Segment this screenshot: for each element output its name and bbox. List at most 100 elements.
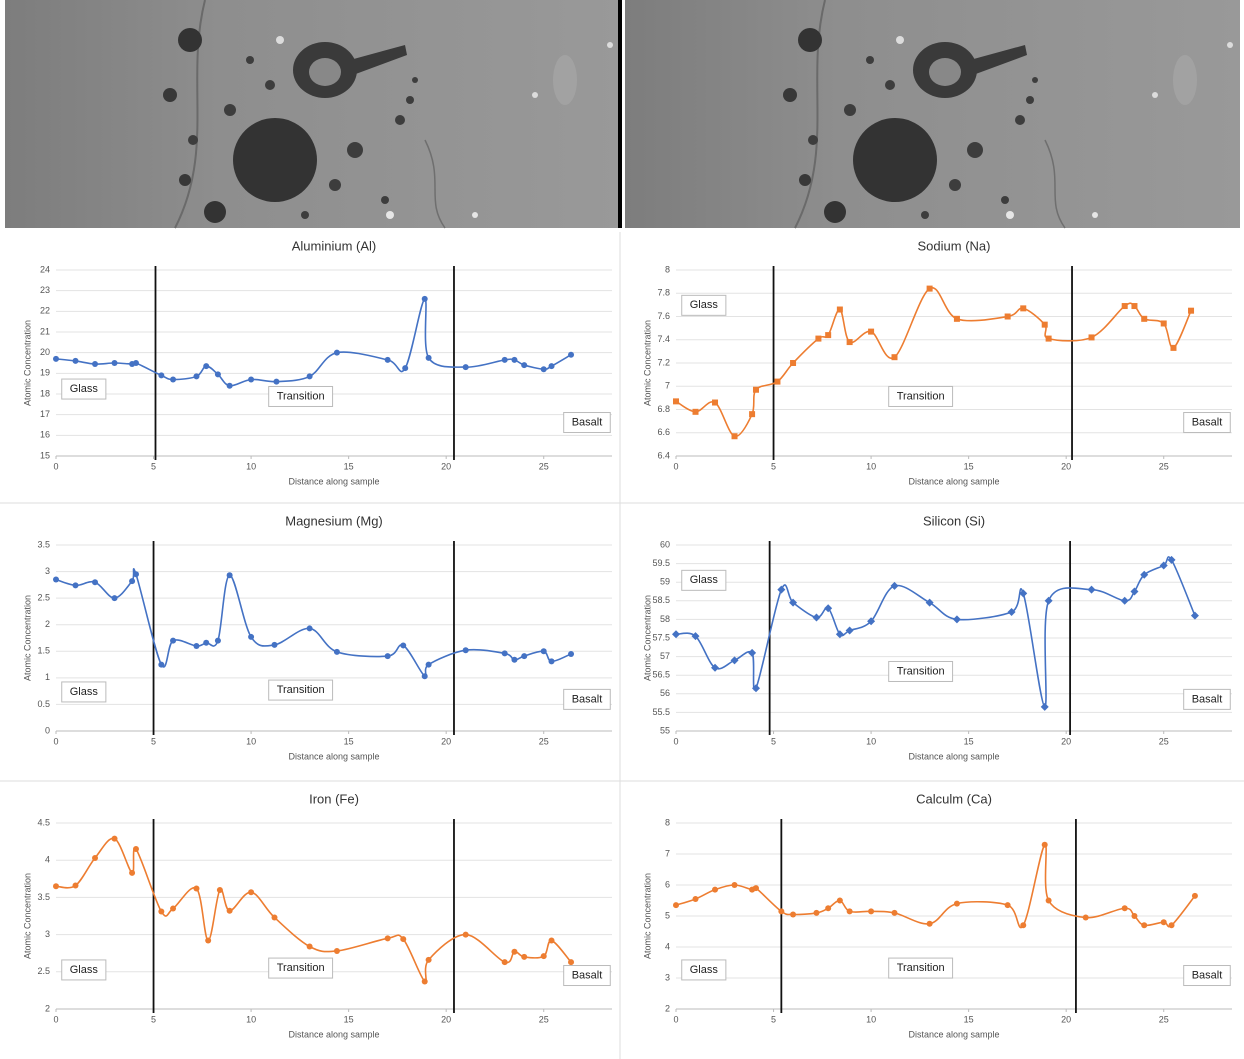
- x-tick-label: 0: [673, 1014, 678, 1024]
- y-tick-label: 3: [45, 929, 50, 939]
- x-tick-label: 5: [771, 736, 776, 746]
- marker: [825, 332, 831, 338]
- marker: [891, 354, 897, 360]
- annotation: Basalt: [572, 693, 603, 705]
- marker: [1020, 305, 1026, 311]
- marker: [170, 377, 176, 383]
- marker: [1121, 597, 1129, 605]
- y-tick-label: 7: [665, 848, 670, 858]
- x-tick-label: 25: [1159, 736, 1169, 746]
- marker: [385, 935, 391, 941]
- data-line: [676, 557, 1195, 707]
- x-tick-label: 5: [771, 1014, 776, 1024]
- annotation: Glass: [70, 686, 99, 698]
- annotation: Transition: [277, 684, 325, 696]
- y-tick-label: 1: [45, 672, 50, 682]
- x-tick-label: 10: [866, 1014, 876, 1024]
- annotation: Glass: [70, 383, 99, 395]
- marker: [568, 651, 574, 657]
- marker: [1122, 905, 1128, 911]
- y-tick-label: 2: [45, 1003, 50, 1013]
- x-tick-label: 15: [344, 461, 354, 471]
- marker: [112, 595, 118, 601]
- x-axis-label: Distance along sample: [288, 476, 379, 486]
- marker: [205, 938, 211, 944]
- marker: [422, 296, 428, 302]
- chart-title: Calculm (Ca): [916, 791, 992, 806]
- x-axis-label: Distance along sample: [288, 1029, 379, 1039]
- marker: [307, 373, 313, 379]
- marker: [541, 366, 547, 372]
- marker: [541, 648, 547, 654]
- y-tick-label: 8: [665, 817, 670, 827]
- marker: [927, 286, 933, 292]
- x-tick-label: 15: [344, 1014, 354, 1024]
- y-tick-label: 4: [665, 941, 670, 951]
- marker: [549, 938, 555, 944]
- chart-title: Magnesium (Mg): [285, 513, 383, 528]
- annotation: Transition: [897, 665, 945, 677]
- marker: [248, 377, 254, 383]
- marker: [846, 627, 854, 635]
- marker: [193, 373, 199, 379]
- x-tick-label: 25: [539, 461, 549, 471]
- marker: [133, 571, 139, 577]
- chart-title: Iron (Fe): [309, 791, 359, 806]
- annotation: Transition: [277, 390, 325, 402]
- y-tick-label: 58: [660, 614, 670, 624]
- marker: [778, 908, 784, 914]
- marker: [1041, 703, 1049, 711]
- y-tick-label: 0.5: [37, 699, 50, 709]
- y-tick-label: 16: [40, 430, 50, 440]
- marker: [227, 383, 233, 389]
- y-tick-label: 3.5: [37, 539, 50, 549]
- marker: [133, 360, 139, 366]
- marker: [334, 948, 340, 954]
- y-axis-label: Atomic Concentration: [642, 595, 652, 681]
- annotation: Transition: [277, 962, 325, 974]
- marker: [790, 911, 796, 917]
- marker: [836, 630, 844, 638]
- marker: [1192, 893, 1198, 899]
- chart-title: Sodium (Na): [918, 238, 991, 253]
- marker: [129, 578, 135, 584]
- y-axis-label: Atomic Concentration: [642, 320, 652, 406]
- y-tick-label: 0: [45, 725, 50, 735]
- marker: [73, 882, 79, 888]
- x-tick-label: 15: [964, 736, 974, 746]
- marker: [927, 921, 933, 927]
- marker: [790, 360, 796, 366]
- marker: [753, 885, 759, 891]
- y-tick-label: 21: [40, 326, 50, 336]
- marker: [385, 653, 391, 659]
- x-tick-label: 5: [151, 461, 156, 471]
- y-tick-label: 3: [665, 972, 670, 982]
- y-tick-label: 5: [665, 910, 670, 920]
- x-tick-label: 20: [1061, 736, 1071, 746]
- marker: [732, 882, 738, 888]
- annotation: Basalt: [1192, 969, 1223, 981]
- y-tick-label: 2: [45, 619, 50, 629]
- marker: [1005, 902, 1011, 908]
- marker: [53, 577, 59, 583]
- annotation: Glass: [690, 964, 719, 976]
- data-line: [56, 299, 571, 386]
- marker: [1188, 308, 1194, 314]
- marker: [693, 409, 699, 415]
- x-axis-label: Distance along sample: [908, 751, 999, 761]
- marker: [248, 889, 254, 895]
- y-tick-label: 58.5: [652, 595, 670, 605]
- x-tick-label: 0: [53, 736, 58, 746]
- x-axis-label: Distance along sample: [908, 1029, 999, 1039]
- x-axis-label: Distance along sample: [908, 476, 999, 486]
- y-tick-label: 4.5: [37, 817, 50, 827]
- x-tick-label: 20: [441, 736, 451, 746]
- annotation: Basalt: [572, 969, 603, 981]
- marker: [672, 630, 680, 638]
- marker: [712, 887, 718, 893]
- y-tick-label: 6.4: [657, 450, 670, 460]
- marker: [1046, 898, 1052, 904]
- y-tick-label: 6.8: [657, 404, 670, 414]
- y-tick-label: 1.5: [37, 646, 50, 656]
- x-tick-label: 0: [53, 1014, 58, 1024]
